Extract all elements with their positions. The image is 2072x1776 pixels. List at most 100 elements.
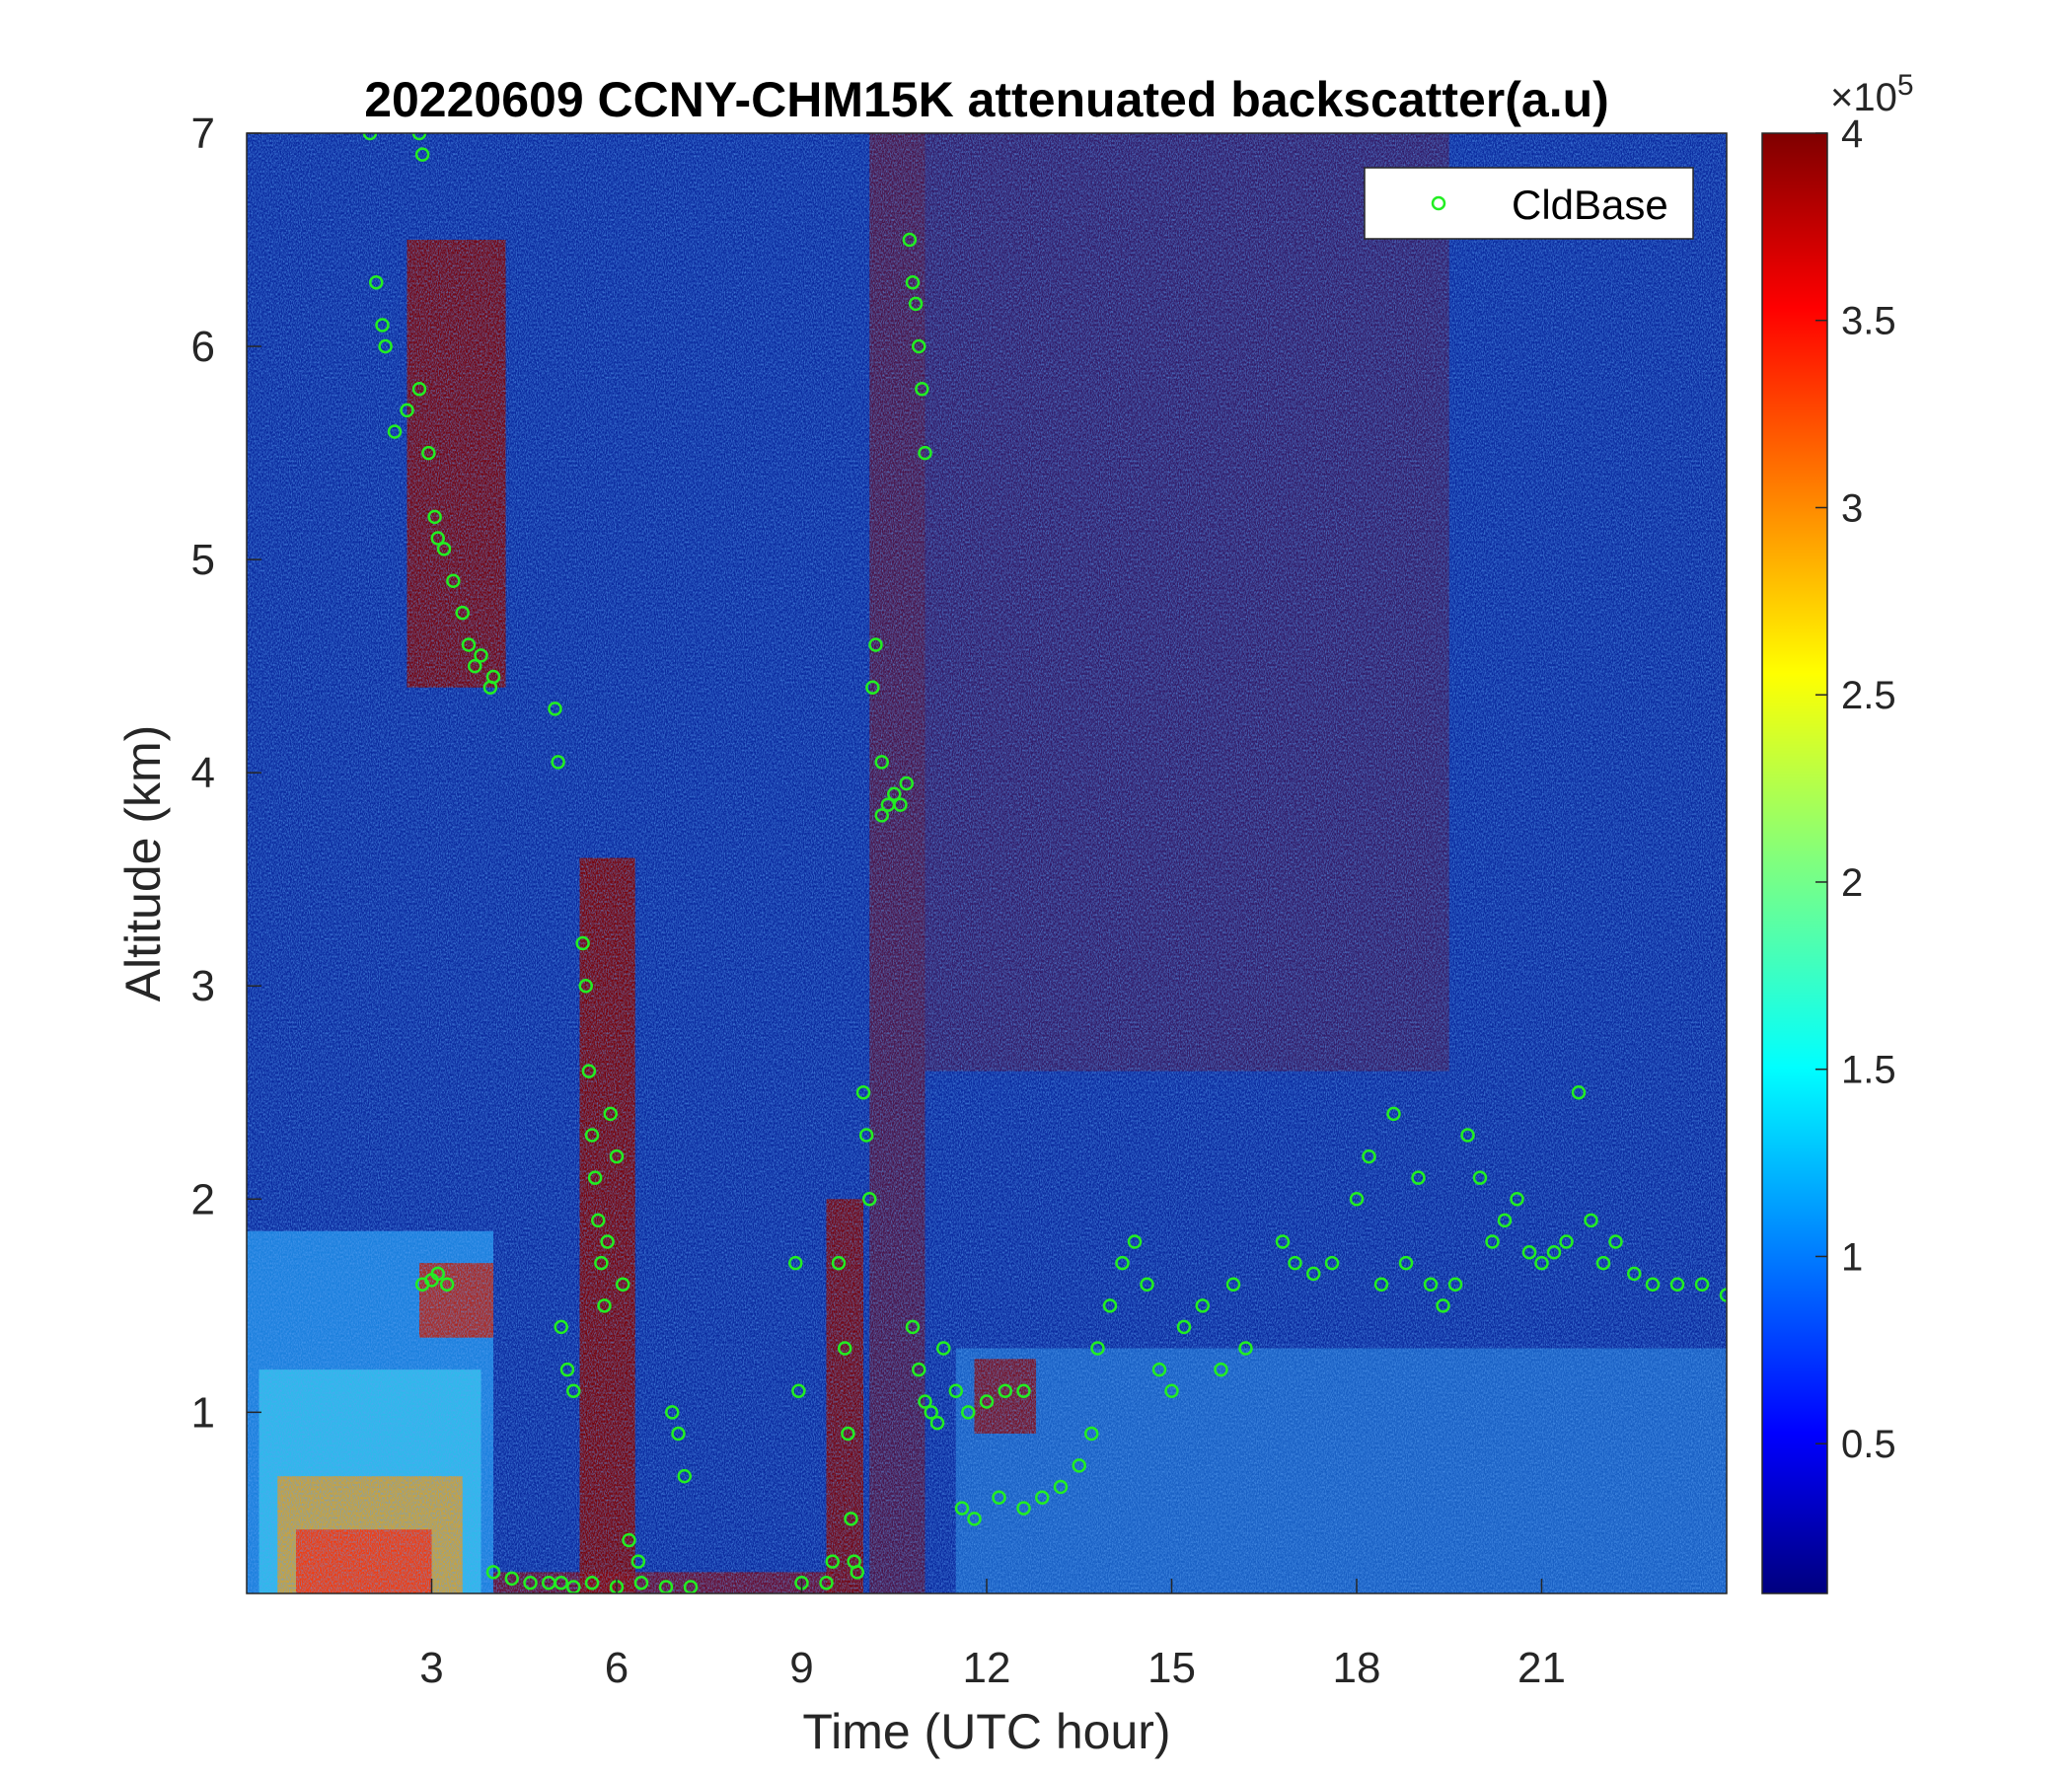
cloud-base-point xyxy=(1645,1277,1661,1292)
colorbar-tick-label: 3 xyxy=(1841,486,1863,530)
cloud-base-point xyxy=(578,978,593,994)
y-tick-label: 2 xyxy=(191,1175,215,1223)
cloud-base-point xyxy=(1719,1288,1727,1302)
cloud-base-point xyxy=(874,808,889,823)
cloud-base-point xyxy=(411,382,427,397)
colorbar: 0.5 1 1.5 2 2.5 3 3.5 4 ×105 xyxy=(1761,69,1914,1594)
cloud-base-point xyxy=(1164,1383,1179,1398)
cloud-base-point xyxy=(622,1532,636,1548)
cloud-base-point xyxy=(1423,1277,1439,1292)
cloud-base-point xyxy=(1151,1362,1167,1377)
cloud-base-point xyxy=(992,1490,1006,1506)
cloud-base-point xyxy=(1460,1128,1475,1143)
cloud-base-point xyxy=(1694,1277,1710,1292)
legend-box xyxy=(1364,167,1694,240)
cloud-base-point xyxy=(838,1341,852,1356)
cloud-base-point xyxy=(504,1571,519,1587)
cloud-base-point xyxy=(461,637,477,652)
cloud-base-point xyxy=(1386,1106,1401,1122)
cloud-base-point xyxy=(791,1383,806,1398)
cloud-base-point xyxy=(468,658,482,674)
cloud-base-point xyxy=(584,1575,600,1591)
y-tick-label: 3 xyxy=(191,962,215,1010)
cloud-base-point xyxy=(369,274,384,290)
cloud-base-point xyxy=(1288,1255,1302,1271)
cloud-base-point xyxy=(831,1255,847,1271)
cloud-base-point xyxy=(430,1266,445,1282)
cloud-base-point xyxy=(414,147,430,162)
cloud-base-point xyxy=(1214,1362,1228,1377)
cloud-base-point xyxy=(600,1234,615,1249)
cloud-base-point xyxy=(858,1128,874,1143)
cloud-base-point xyxy=(665,1405,680,1420)
cloud-base-point xyxy=(1238,1341,1253,1356)
cloud-base-point xyxy=(554,1575,568,1591)
cloud-base-point xyxy=(948,1383,963,1398)
cloud-base-point xyxy=(1608,1234,1623,1249)
cloud-base-point xyxy=(1275,1234,1291,1249)
x-axis-label: Time (UTC hour) xyxy=(802,1704,1170,1759)
cloud-base-point xyxy=(912,1362,926,1377)
cloud-base-point xyxy=(671,1426,686,1442)
cloud-base-point xyxy=(551,755,565,770)
cloud-base-point xyxy=(1176,1319,1192,1335)
cloud-base-point xyxy=(1571,1085,1587,1100)
cloud-base-point xyxy=(1115,1255,1130,1271)
cloud-base-point xyxy=(566,1383,581,1398)
cloud-base-point xyxy=(485,1565,501,1580)
cloud-base-point xyxy=(1225,1277,1241,1292)
cloud-base-point xyxy=(594,1255,609,1271)
cloud-base-point xyxy=(874,755,889,770)
heatmap-noise xyxy=(247,133,1727,1593)
cloud-base-point xyxy=(1447,1277,1463,1292)
cloud-base-point xyxy=(1102,1298,1118,1313)
x-tick-label: 6 xyxy=(605,1644,629,1692)
cloud-base-point xyxy=(841,1426,855,1442)
cloud-base-point xyxy=(862,1192,877,1207)
cloud-base-point xyxy=(523,1575,538,1591)
cloud-base-point xyxy=(609,1148,625,1164)
cloud-base-point xyxy=(1627,1266,1642,1282)
cloud-base-point xyxy=(581,1064,597,1078)
cloud-base-point xyxy=(979,1394,995,1409)
cloud-base-point xyxy=(633,1575,649,1591)
cloud-base-point xyxy=(1324,1255,1340,1271)
cloud-base-point xyxy=(1035,1490,1050,1506)
y-tick-label: 4 xyxy=(191,749,215,797)
cloud-base-point xyxy=(908,296,924,312)
cloud-base-point xyxy=(1472,1170,1488,1185)
cloud-base-point xyxy=(430,531,445,546)
y-axis: 1 2 3 4 5 6 7 xyxy=(191,110,261,1437)
cloud-base-point xyxy=(893,797,908,812)
cloud-base-point xyxy=(967,1512,982,1526)
cloud-base-point xyxy=(1016,1383,1031,1398)
cloud-base-point xyxy=(587,1170,603,1185)
x-axis: 3 6 9 12 15 18 21 xyxy=(419,1579,1566,1692)
y-tick-label: 1 xyxy=(191,1388,215,1437)
cloud-base-point xyxy=(788,1255,803,1271)
cloud-base-point xyxy=(439,1277,455,1292)
cloud-base-point xyxy=(918,445,932,461)
colorbar-tick-label: 3.5 xyxy=(1841,300,1896,343)
y-tick-label: 5 xyxy=(191,536,215,584)
cloud-base-point xyxy=(597,1298,612,1313)
y-tick-label: 6 xyxy=(191,323,215,371)
cloud-base-point xyxy=(1072,1458,1086,1473)
cloud-base-point xyxy=(485,669,501,685)
cloud-base-point xyxy=(961,1405,976,1420)
cloud-base-point xyxy=(630,1554,646,1569)
cloud-base-point xyxy=(1016,1501,1031,1516)
cloud-base-point xyxy=(584,1128,600,1143)
cloud-base-point xyxy=(1411,1170,1426,1185)
colorbar-exponent: ×105 xyxy=(1830,69,1914,119)
cloud-base-point xyxy=(825,1554,840,1569)
cloud-base-point xyxy=(1398,1255,1414,1271)
cloud-base-point xyxy=(378,338,393,354)
cloud-base-point xyxy=(603,1106,618,1122)
y-axis-label: Altitude (km) xyxy=(115,725,171,1002)
cloud-base-point xyxy=(548,702,562,716)
cloud-base-point xyxy=(1546,1245,1562,1260)
cloud-base-point xyxy=(1373,1277,1389,1292)
legend: CldBase xyxy=(1364,167,1694,240)
colorbar-tick-label: 1 xyxy=(1841,1235,1863,1279)
